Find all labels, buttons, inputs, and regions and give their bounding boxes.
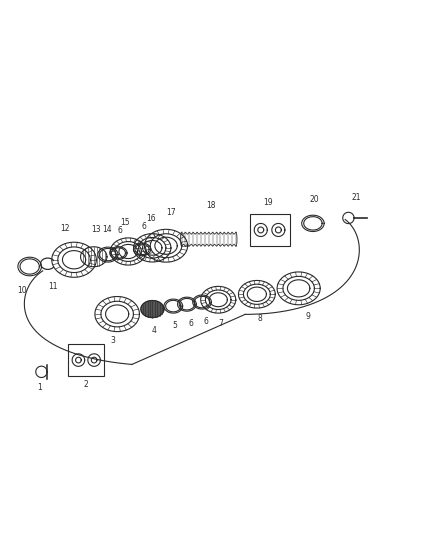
Bar (250, 214, 290, 246)
Text: 9: 9 (306, 312, 311, 321)
Text: 1: 1 (37, 383, 42, 392)
Text: 2: 2 (84, 380, 88, 389)
Bar (68, 344, 104, 376)
Text: 6: 6 (189, 319, 194, 328)
Polygon shape (141, 301, 164, 318)
Text: 6: 6 (118, 226, 123, 235)
Text: 17: 17 (166, 208, 176, 217)
Text: 6: 6 (204, 317, 209, 326)
Text: 21: 21 (352, 192, 361, 201)
Text: 15: 15 (120, 219, 130, 228)
Text: 16: 16 (146, 214, 156, 223)
Text: 3: 3 (110, 336, 115, 345)
Text: 12: 12 (60, 223, 69, 232)
Text: 10: 10 (17, 286, 27, 295)
Text: 8: 8 (258, 314, 263, 323)
Text: 18: 18 (206, 201, 215, 210)
Text: 6: 6 (141, 222, 146, 231)
Text: 20: 20 (310, 196, 319, 205)
Text: 7: 7 (218, 319, 223, 328)
Text: 5: 5 (173, 321, 177, 330)
Text: 4: 4 (152, 326, 157, 335)
Text: 13: 13 (91, 225, 101, 234)
Text: 14: 14 (102, 225, 111, 234)
Text: 11: 11 (48, 282, 58, 291)
Text: 19: 19 (263, 198, 273, 207)
